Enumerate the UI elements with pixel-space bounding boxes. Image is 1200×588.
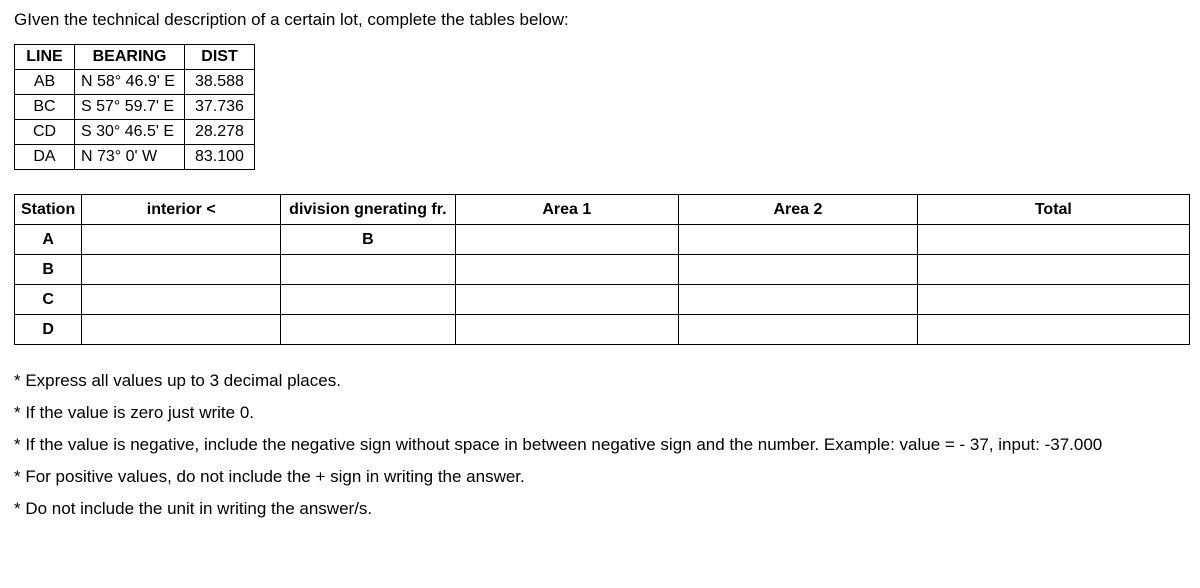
table2-header-station: Station bbox=[15, 195, 82, 225]
station-cell: D bbox=[15, 315, 82, 345]
station-cell: C bbox=[15, 285, 82, 315]
table-row: CD S 30° 46.5' E 28.278 bbox=[15, 120, 255, 145]
area2-cell[interactable] bbox=[679, 285, 918, 315]
table2-header-interior: interior < bbox=[82, 195, 281, 225]
bearing-dist-table: LINE BEARING DIST AB N 58° 46.9' E 38.58… bbox=[14, 44, 255, 170]
table1-bearing-cell: S 57° 59.7' E bbox=[75, 95, 185, 120]
table1-dist-cell: 83.100 bbox=[185, 145, 255, 170]
table1-dist-cell: 37.736 bbox=[185, 95, 255, 120]
table1-line-cell: BC bbox=[15, 95, 75, 120]
area1-cell[interactable] bbox=[455, 225, 679, 255]
interior-cell[interactable] bbox=[82, 225, 281, 255]
interior-cell[interactable] bbox=[82, 255, 281, 285]
area2-cell[interactable] bbox=[679, 315, 918, 345]
area2-cell[interactable] bbox=[679, 255, 918, 285]
table-row: A B bbox=[15, 225, 1190, 255]
table1-header-line: LINE bbox=[15, 45, 75, 70]
station-cell: B bbox=[15, 255, 82, 285]
division-cell: B bbox=[281, 225, 455, 255]
division-cell[interactable] bbox=[281, 255, 455, 285]
table2-header-division: division gnerating fr. bbox=[281, 195, 455, 225]
note-text: * For positive values, do not include th… bbox=[14, 467, 1190, 487]
note-text: * If the value is zero just write 0. bbox=[14, 403, 1190, 423]
division-cell[interactable] bbox=[281, 285, 455, 315]
table1-bearing-cell: S 30° 46.5' E bbox=[75, 120, 185, 145]
total-cell[interactable] bbox=[917, 315, 1189, 345]
area1-cell[interactable] bbox=[455, 315, 679, 345]
table1-bearing-cell: N 58° 46.9' E bbox=[75, 70, 185, 95]
table1-bearing-cell: N 73° 0' W bbox=[75, 145, 185, 170]
table-row: D bbox=[15, 315, 1190, 345]
note-text: * If the value is negative, include the … bbox=[14, 435, 1190, 455]
area1-cell[interactable] bbox=[455, 285, 679, 315]
interior-cell[interactable] bbox=[82, 285, 281, 315]
total-cell[interactable] bbox=[917, 285, 1189, 315]
total-cell[interactable] bbox=[917, 225, 1189, 255]
table-row: C bbox=[15, 285, 1190, 315]
area1-cell[interactable] bbox=[455, 255, 679, 285]
table2-header-total: Total bbox=[917, 195, 1189, 225]
table1-dist-cell: 38.588 bbox=[185, 70, 255, 95]
table1-line-cell: CD bbox=[15, 120, 75, 145]
station-table: Station interior < division gnerating fr… bbox=[14, 194, 1190, 345]
table-row: DA N 73° 0' W 83.100 bbox=[15, 145, 255, 170]
table-row: BC S 57° 59.7' E 37.736 bbox=[15, 95, 255, 120]
table2-header-area1: Area 1 bbox=[455, 195, 679, 225]
area2-cell[interactable] bbox=[679, 225, 918, 255]
total-cell[interactable] bbox=[917, 255, 1189, 285]
table-row: AB N 58° 46.9' E 38.588 bbox=[15, 70, 255, 95]
table2-header-area2: Area 2 bbox=[679, 195, 918, 225]
station-cell: A bbox=[15, 225, 82, 255]
table-row: B bbox=[15, 255, 1190, 285]
table1-line-cell: DA bbox=[15, 145, 75, 170]
instruction-text: GIven the technical description of a cer… bbox=[14, 10, 1190, 30]
table1-line-cell: AB bbox=[15, 70, 75, 95]
note-text: * Do not include the unit in writing the… bbox=[14, 499, 1190, 519]
table1-header-dist: DIST bbox=[185, 45, 255, 70]
division-cell[interactable] bbox=[281, 315, 455, 345]
note-text: * Express all values up to 3 decimal pla… bbox=[14, 371, 1190, 391]
notes-section: * Express all values up to 3 decimal pla… bbox=[14, 371, 1190, 519]
table1-header-bearing: BEARING bbox=[75, 45, 185, 70]
table1-dist-cell: 28.278 bbox=[185, 120, 255, 145]
interior-cell[interactable] bbox=[82, 315, 281, 345]
